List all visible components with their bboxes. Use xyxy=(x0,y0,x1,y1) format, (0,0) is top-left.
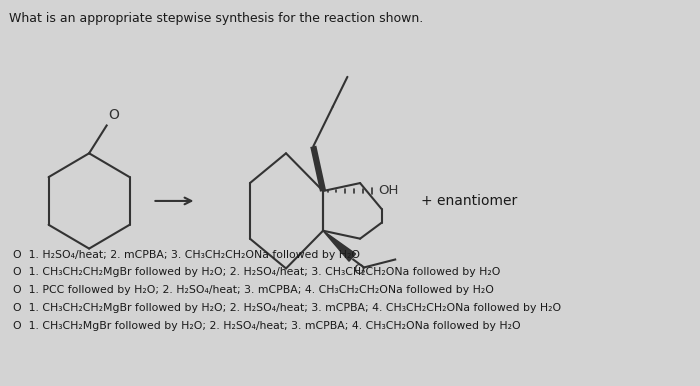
Text: O  1. H₂SO₄/heat; 2. mCPBA; 3. CH₃CH₂CH₂ONa followed by H₂O: O 1. H₂SO₄/heat; 2. mCPBA; 3. CH₃CH₂CH₂O… xyxy=(13,249,360,259)
Text: O: O xyxy=(108,108,120,122)
Text: + enantiomer: + enantiomer xyxy=(421,194,517,208)
Text: O  1. CH₃CH₂CH₂MgBr followed by H₂O; 2. H₂SO₄/heat; 3. mCPBA; 4. CH₃CH₂CH₂ONa fo: O 1. CH₃CH₂CH₂MgBr followed by H₂O; 2. H… xyxy=(13,303,561,313)
Text: What is an appropriate stepwise synthesis for the reaction shown.: What is an appropriate stepwise synthesi… xyxy=(9,12,424,25)
Text: OH: OH xyxy=(379,183,399,196)
Polygon shape xyxy=(323,231,356,261)
Text: O  1. PCC followed by H₂O; 2. H₂SO₄/heat; 3. mCPBA; 4. CH₃CH₂CH₂ONa followed by : O 1. PCC followed by H₂O; 2. H₂SO₄/heat;… xyxy=(13,285,494,295)
Text: O: O xyxy=(354,264,364,278)
Text: O  1. CH₃CH₂CH₂MgBr followed by H₂O; 2. H₂SO₄/heat; 3. CH₃CH₂CH₂ONa followed by : O 1. CH₃CH₂CH₂MgBr followed by H₂O; 2. H… xyxy=(13,267,500,278)
Text: O  1. CH₃CH₂MgBr followed by H₂O; 2. H₂SO₄/heat; 3. mCPBA; 4. CH₃CH₂ONa followed: O 1. CH₃CH₂MgBr followed by H₂O; 2. H₂SO… xyxy=(13,321,521,331)
